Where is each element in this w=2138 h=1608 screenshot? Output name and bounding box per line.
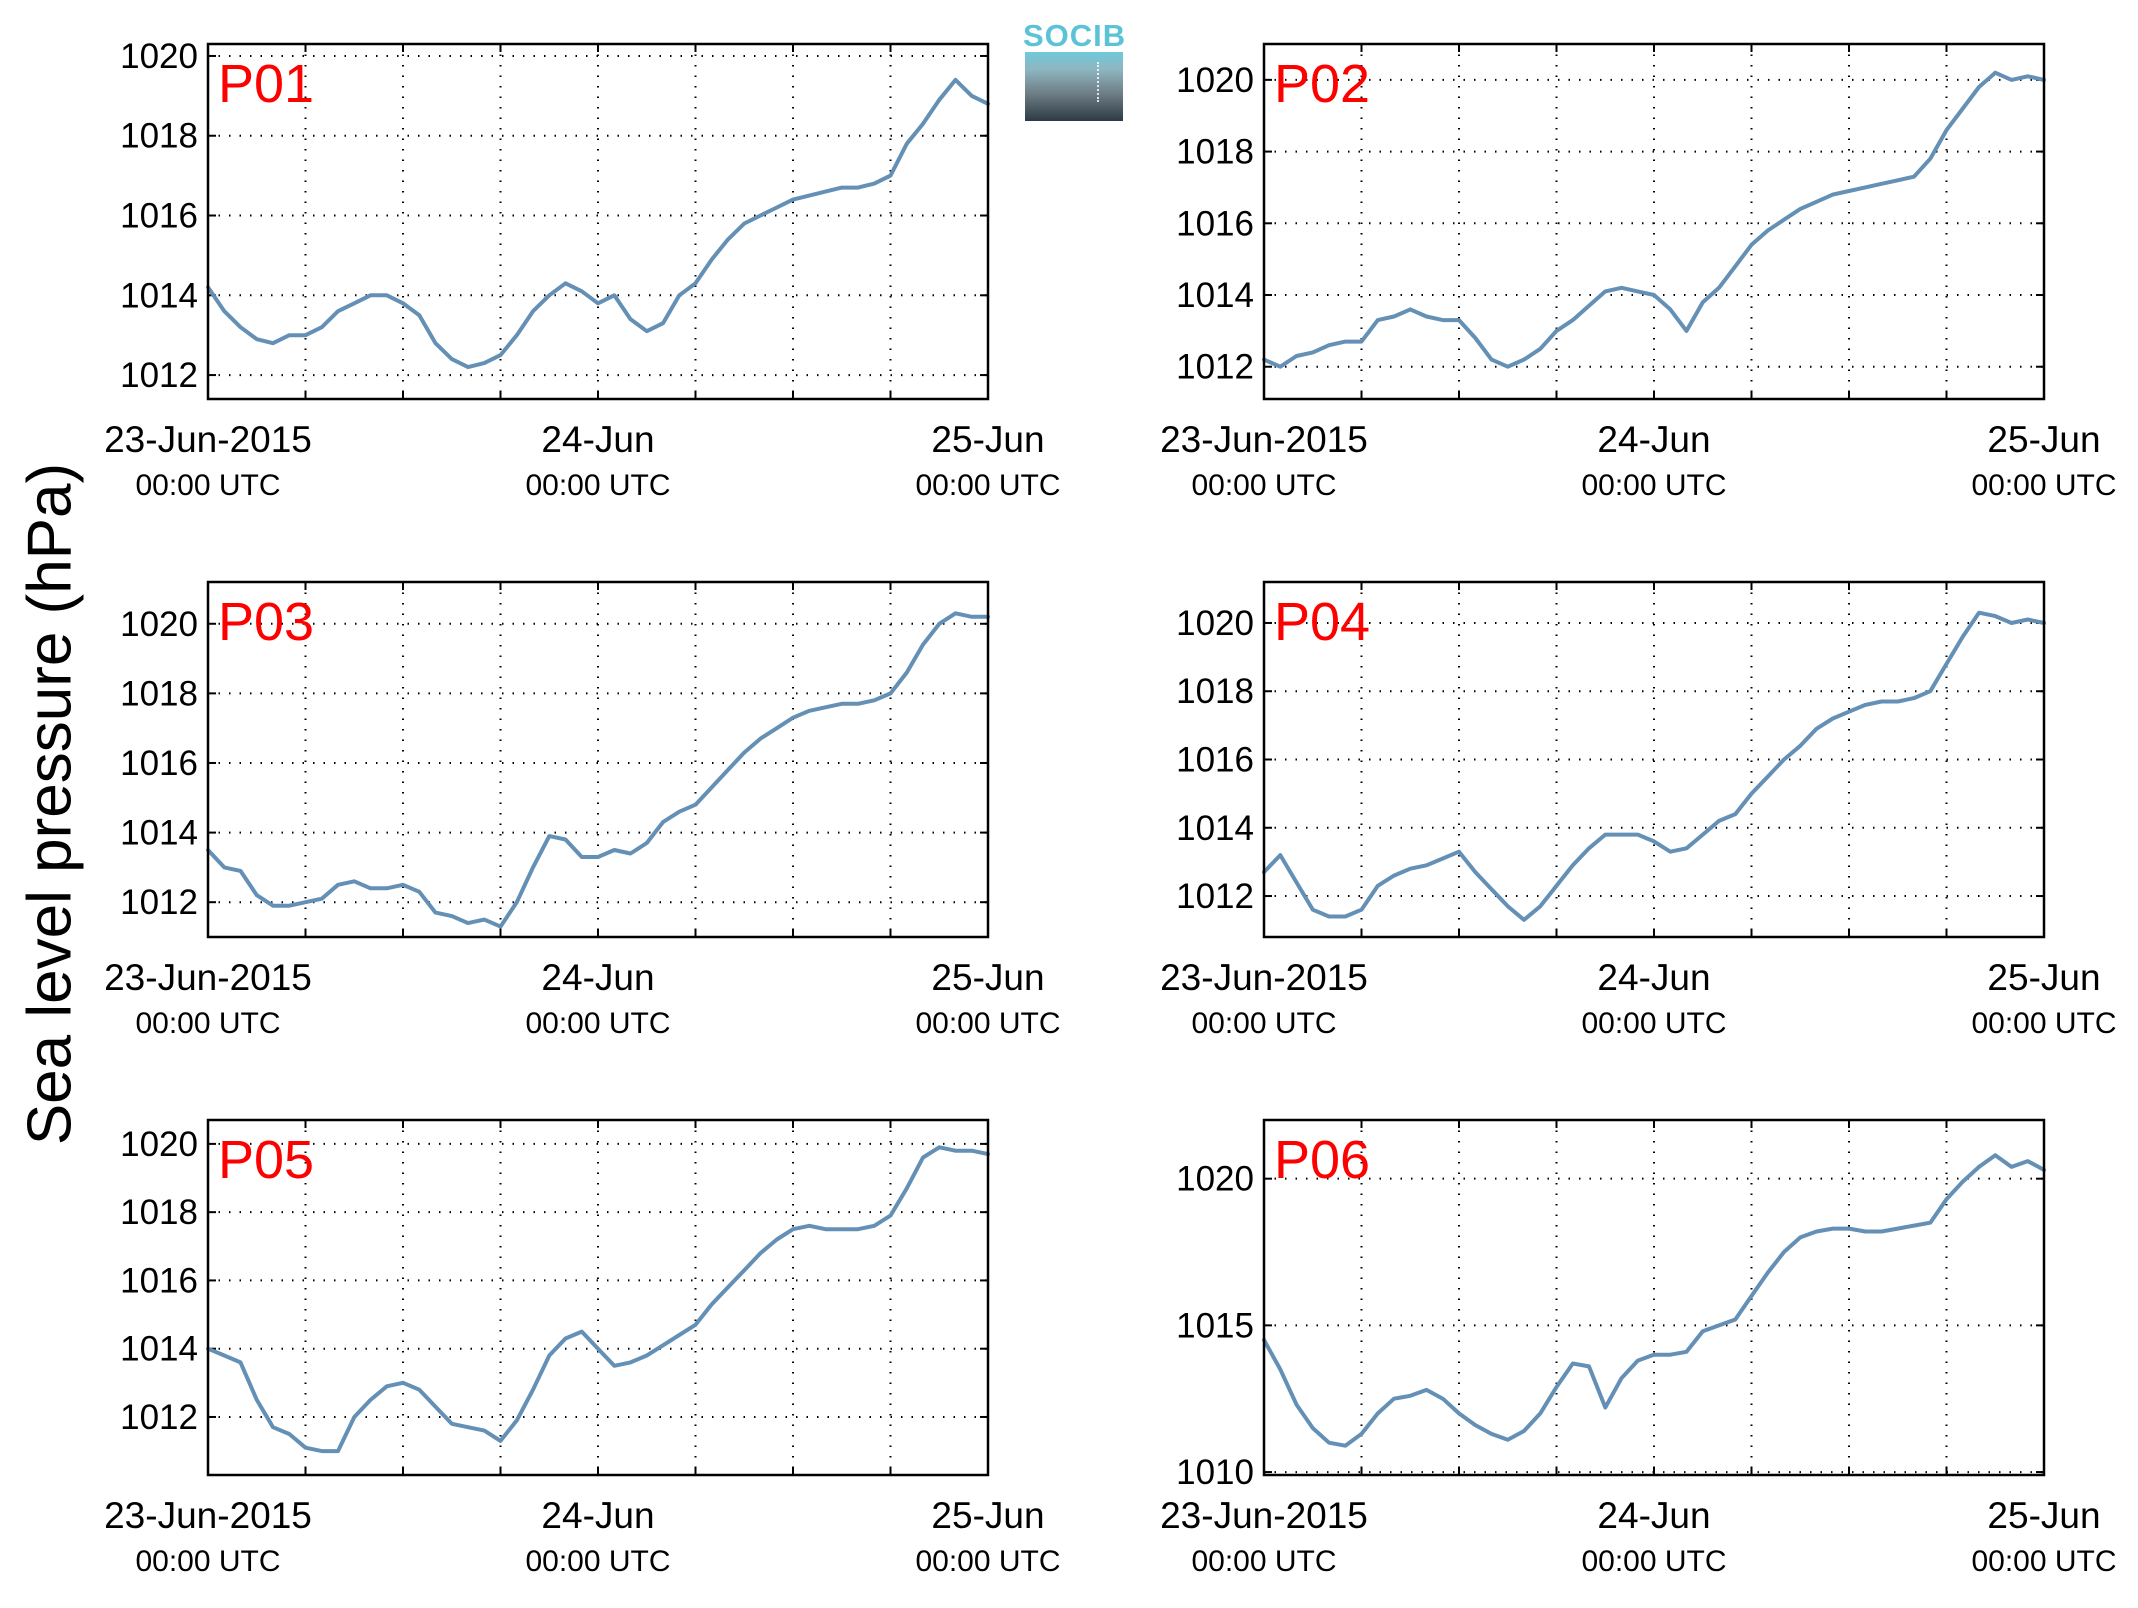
y-tick-label: 1018 (120, 1193, 198, 1232)
series-line (1262, 1153, 2046, 1448)
x-tick-date-label: 23-Jun-2015 (104, 419, 312, 460)
x-tick-time-label: 00:00 UTC (1971, 469, 2116, 502)
station-label: P04 (1274, 592, 1370, 652)
y-tick-label: 1012 (1176, 877, 1254, 916)
chart-panel-p06: 1010 1015 1020 P06 23-Jun-2015 00:00 UTC 24-Ju… (1160, 1118, 2117, 1578)
x-tick-time-label: 00:00 UTC (525, 1007, 670, 1040)
x-tick-date-label: 23-Jun-2015 (104, 1495, 312, 1536)
y-tick-label: 1016 (1176, 204, 1254, 243)
series-line (206, 611, 990, 929)
station-label: P02 (1274, 54, 1370, 114)
x-tick-time-label: 00:00 UTC (1191, 1007, 1336, 1040)
chart-panel-p01: 1012 1014 1016 1018 1020 P01 23-Jun-2015 00:00 … (104, 37, 1060, 502)
x-tick-time-label: 00:00 UTC (525, 469, 670, 502)
x-tick-date-label: 25-Jun (931, 1495, 1044, 1536)
x-tick-date-label: 24-Jun (541, 419, 654, 460)
y-tick-label: 1012 (120, 883, 198, 922)
series-line (206, 77, 990, 370)
axes-box (206, 42, 990, 401)
y-tick-label: 1014 (1176, 809, 1254, 848)
x-tick-labels: 23-Jun-2015 00:00 UTC 24-Jun 00:00 UTC 25-Ju… (104, 419, 1060, 502)
station-label: P03 (218, 592, 314, 652)
chart-panel-p02: 1012 1014 1016 1018 1020 P02 23-Jun-2015 00:00 … (1160, 42, 2117, 502)
axes-box (1262, 1118, 2046, 1477)
y-tick-label: 1020 (120, 1125, 198, 1164)
chart-panel-p05: 1012 1014 1016 1018 1020 P05 23-Jun-2015 00:00 … (104, 1118, 1061, 1578)
y-tick-label: 1018 (120, 117, 198, 156)
y-tick-label: 1012 (1176, 348, 1254, 387)
x-tick-time-label: 00:00 UTC (1581, 469, 1726, 502)
x-tick-time-label: 00:00 UTC (1581, 1545, 1726, 1578)
logo-text: SOCIB (1023, 18, 1127, 53)
y-tick-label: 1012 (120, 356, 198, 395)
axes-box (1262, 580, 2046, 939)
axes-box (206, 1118, 990, 1477)
x-tick-date-label: 25-Jun (931, 419, 1044, 460)
y-tick-label: 1016 (1176, 741, 1254, 780)
x-tick-labels: 23-Jun-2015 00:00 UTC 24-Jun 00:00 UTC 25-Ju… (104, 957, 1060, 1040)
x-tick-date-label: 24-Jun (541, 1495, 654, 1536)
x-tick-time-label: 00:00 UTC (915, 469, 1060, 502)
y-tick-label: 1010 (1176, 1453, 1254, 1492)
axes-box (206, 580, 990, 939)
station-label: P06 (1274, 1130, 1370, 1190)
x-tick-labels: 23-Jun-2015 00:00 UTC 24-Jun 00:00 UTC 25-Ju… (104, 1495, 1060, 1578)
x-tick-date-label: 24-Jun (1597, 419, 1710, 460)
x-tick-date-label: 23-Jun-2015 (104, 957, 312, 998)
y-tick-label: 1020 (120, 37, 198, 76)
y-tick-label: 1014 (1176, 276, 1254, 315)
x-tick-time-label: 00:00 UTC (915, 1007, 1060, 1040)
x-tick-date-label: 23-Jun-2015 (1160, 957, 1368, 998)
x-tick-date-label: 25-Jun (931, 957, 1044, 998)
x-tick-time-label: 00:00 UTC (915, 1545, 1060, 1578)
logo-graphic (1025, 52, 1123, 121)
x-tick-time-label: 00:00 UTC (1191, 1545, 1336, 1578)
chart-panel-p03: 1012 1014 1016 1018 1020 P03 23-Jun-2015 00:00 … (104, 580, 1061, 1040)
x-tick-time-label: 00:00 UTC (135, 1545, 280, 1578)
y-tick-label: 1018 (1176, 672, 1254, 711)
axes-box (1262, 42, 2046, 401)
y-tick-label: 1018 (120, 674, 198, 713)
y-tick-label: 1018 (1176, 133, 1254, 172)
x-tick-date-label: 25-Jun (1987, 957, 2100, 998)
x-tick-date-label: 24-Jun (1597, 1495, 1710, 1536)
y-tick-label: 1012 (120, 1398, 198, 1437)
series-line (1262, 70, 2046, 369)
x-tick-time-label: 00:00 UTC (525, 1545, 670, 1578)
series-line (206, 1145, 990, 1454)
x-tick-time-label: 00:00 UTC (135, 469, 280, 502)
station-label: P01 (218, 54, 314, 114)
x-tick-date-label: 23-Jun-2015 (1160, 419, 1368, 460)
y-tick-label: 1016 (120, 1261, 198, 1300)
x-tick-time-label: 00:00 UTC (1581, 1007, 1726, 1040)
y-tick-label: 1014 (120, 1330, 198, 1369)
y-tick-label: 1016 (120, 197, 198, 236)
series-line (1262, 610, 2046, 922)
y-tick-label: 1014 (120, 814, 198, 853)
x-tick-time-label: 00:00 UTC (1191, 469, 1336, 502)
x-tick-time-label: 00:00 UTC (135, 1007, 280, 1040)
x-tick-date-label: 25-Jun (1987, 419, 2100, 460)
x-tick-labels: 23-Jun-2015 00:00 UTC 24-Jun 00:00 UTC 25-Ju… (1160, 1495, 2116, 1578)
station-label: P05 (218, 1130, 314, 1190)
y-tick-label: 1015 (1176, 1306, 1254, 1345)
x-tick-labels: 23-Jun-2015 00:00 UTC 24-Jun 00:00 UTC 25-Ju… (1160, 419, 2116, 502)
x-tick-date-label: 23-Jun-2015 (1160, 1495, 1368, 1536)
y-tick-label: 1020 (120, 605, 198, 644)
y-tick-label: 1020 (1176, 1160, 1254, 1199)
y-tick-label: 1020 (1176, 61, 1254, 100)
y-tick-label: 1014 (120, 276, 198, 315)
y-tick-label: 1020 (1176, 604, 1254, 643)
x-tick-date-label: 24-Jun (541, 957, 654, 998)
x-tick-labels: 23-Jun-2015 00:00 UTC 24-Jun 00:00 UTC 25-Ju… (1160, 957, 2116, 1040)
chart-panel-p04: 1012 1014 1016 1018 1020 P04 23-Jun-2015 00:00 … (1160, 580, 2117, 1040)
y-tick-label: 1016 (120, 744, 198, 783)
x-tick-date-label: 24-Jun (1597, 957, 1710, 998)
x-tick-time-label: 00:00 UTC (1971, 1545, 2116, 1578)
x-tick-time-label: 00:00 UTC (1971, 1007, 2116, 1040)
socib-logo: SOCIB (1023, 18, 1125, 121)
x-tick-date-label: 25-Jun (1987, 1495, 2100, 1536)
